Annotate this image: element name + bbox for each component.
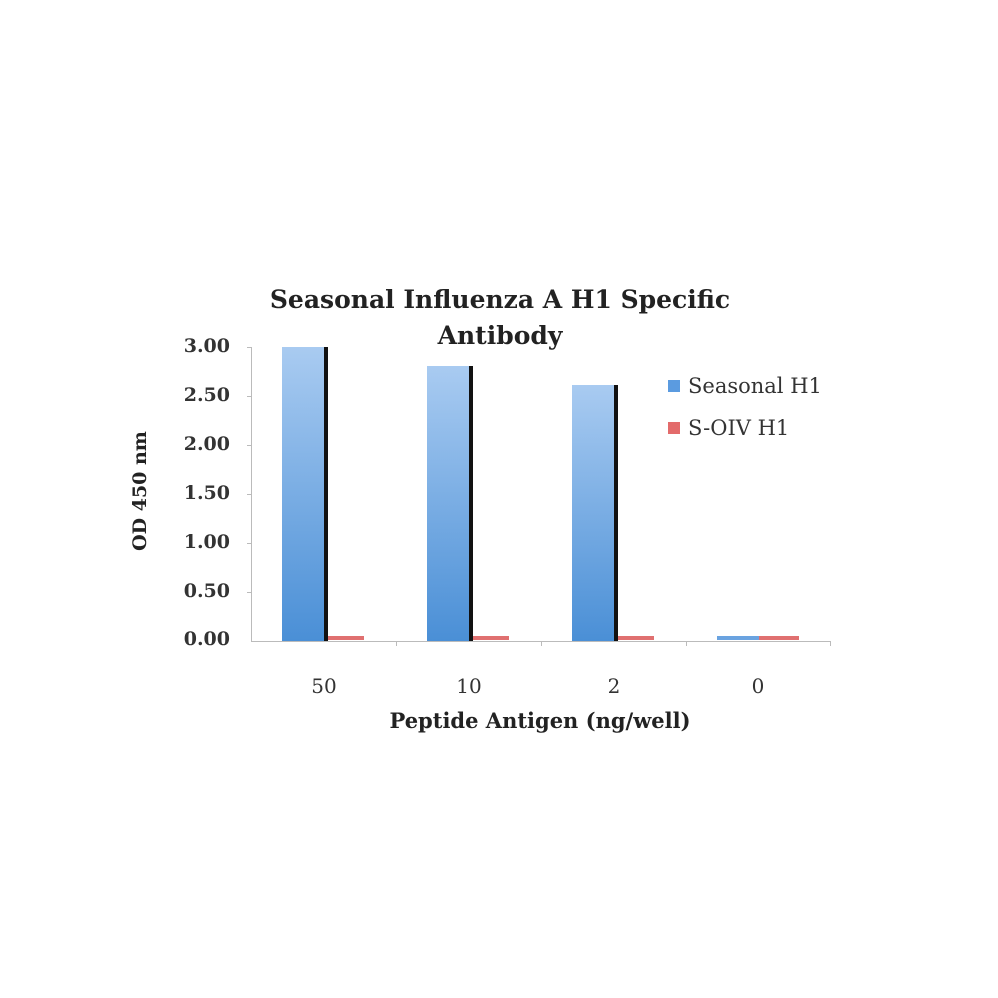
y-tick-label: 2.50 — [183, 384, 230, 406]
legend-item-soiv-h1: S-OIV H1 — [668, 416, 789, 440]
y-tick-mark — [247, 396, 252, 397]
y-axis-label: OD 450 nm — [129, 431, 151, 551]
y-tick-mark — [247, 347, 252, 348]
bar-soiv-h1-2 — [618, 636, 654, 640]
bar-seasonal-h1-10 — [427, 366, 473, 641]
y-tick-mark — [247, 494, 252, 495]
y-tick-label: 3.00 — [183, 335, 230, 357]
x-tick-label: 50 — [311, 674, 337, 698]
y-tick-label: 1.00 — [183, 531, 230, 553]
bar-seasonal-h1-0 — [717, 636, 759, 640]
legend-swatch-blue — [668, 380, 680, 392]
chart-title-line-2: Antibody — [437, 321, 563, 350]
bar-soiv-h1-0 — [759, 636, 799, 640]
x-tick-label: 2 — [607, 674, 621, 698]
legend-swatch-red — [668, 422, 680, 434]
y-tick-label: 1.50 — [183, 482, 230, 504]
legend-item-seasonal-h1: Seasonal H1 — [668, 374, 822, 398]
bar-soiv-h1-10 — [473, 636, 509, 640]
bar-soiv-h1-50 — [328, 636, 364, 640]
x-tick-label: 10 — [456, 674, 482, 698]
x-axis-label: Peptide Antigen (ng/well) — [389, 708, 691, 733]
x-tick-mark — [541, 641, 542, 646]
y-tick-mark — [247, 445, 252, 446]
chart-title-line-1: Seasonal Influenza A H1 Specific — [269, 285, 731, 314]
legend-label: S-OIV H1 — [688, 416, 790, 440]
y-tick-label: 0.50 — [183, 580, 230, 602]
x-tick-mark — [686, 641, 687, 646]
x-tick-mark — [396, 641, 397, 646]
y-tick-label: 0.00 — [183, 628, 230, 650]
x-tick-label: 0 — [751, 674, 765, 698]
bar-seasonal-h1-50 — [282, 347, 328, 641]
x-tick-mark — [830, 641, 831, 646]
y-tick-mark — [247, 592, 252, 593]
legend-label: Seasonal H1 — [688, 374, 822, 398]
y-tick-mark — [247, 543, 252, 544]
bar-seasonal-h1-2 — [572, 385, 618, 641]
y-tick-label: 2.00 — [183, 433, 230, 455]
